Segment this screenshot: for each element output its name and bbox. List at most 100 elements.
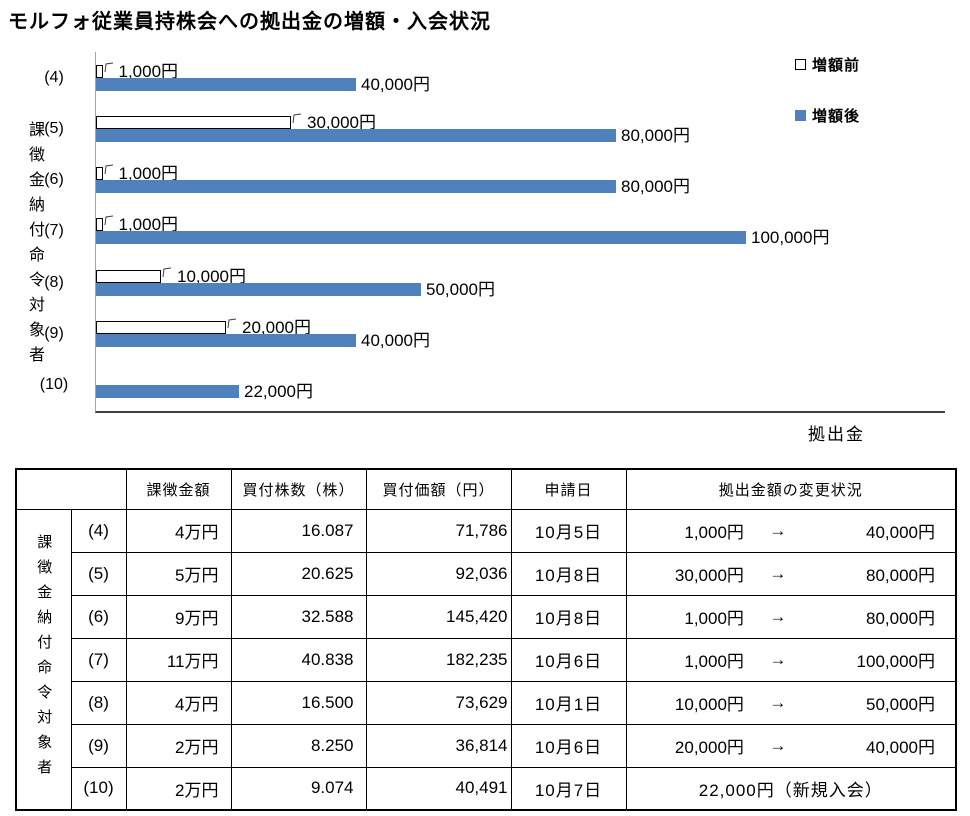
change-values: 10,000円 → 50,000円 [627,690,956,715]
bar-pair: 1,000円 100,000円 [96,215,945,246]
legend-item-after: 増額後 [795,105,860,126]
table-cell-shares: 40.838 [230,637,367,682]
change-values: 30,000円 → 80,000円 [627,561,956,586]
bar-label-before: 1,000円 [118,164,179,184]
change-after-amount: 80,000円 [866,566,935,585]
table-cell-id: (9) [70,723,127,768]
chart-category-row: (4) 1,000円 40,000円 [44,52,945,103]
arrow-right-icon: → [769,520,787,540]
bar-pair: 10,000円 50,000円 [96,266,945,299]
bar-after [96,282,421,296]
bar-before [96,218,103,232]
bar-line-after: 80,000円 [96,127,945,144]
table-cell-amount: 4万円 [125,680,232,725]
table-cell-id: (4) [70,508,127,553]
table-cell-price: 145,420 [365,594,512,639]
bar-label-before: 1,000円 [118,61,179,81]
table-cell-amount: 11万円 [125,637,232,682]
bar-before [96,64,103,78]
label-leader-line-icon [292,110,302,129]
table-cell-shares: 20.625 [230,551,367,596]
change-before-amount: 1,000円 [684,652,744,671]
table-cell-id: (6) [70,594,127,639]
chart-category-row: (10) 22,000円 [40,360,945,411]
table-row: (5) 5万円 20.625 92,036 10月8日 30,000円 → 80,000円 [16,551,957,596]
table-row: (10) 2万円 9.074 40,491 10月7日 22,000円（新規入会） [16,766,957,811]
data-table: 課徴金額 買付株数（株） 買付価額（円） 申請日 拠出金額の変更状況 課徴金納付… [15,468,957,811]
bar-label-after: 50,000円 [426,279,495,299]
legend-label-before: 増額前 [812,57,861,74]
bar-line-before: 1,000円 [96,61,945,81]
bar-before [96,115,291,129]
table-header-row: 課徴金額 買付株数（株） 買付価額（円） 申請日 拠出金額の変更状況 [15,468,957,510]
change-after-amount: 80,000円 [866,609,935,628]
bar-label-after: 40,000円 [361,74,430,94]
arrow-right-icon: → [769,692,787,712]
bar-after [96,231,746,245]
table-header-blank [15,468,127,510]
bar-label-before: 10,000円 [177,266,246,286]
change-values: 1,000円 → 40,000円 [627,518,956,543]
category-label: (6) [44,171,64,189]
bar-before [96,321,226,335]
bar-pair: 22,000円 [96,372,945,402]
table-cell-date: 10月8日 [510,594,627,639]
bar-label-before: 30,000円 [307,112,376,132]
change-before-amount: 1,000円 [684,523,744,542]
bar-line-after: 40,000円 [96,74,945,94]
table-cell-date: 10月7日 [510,766,627,811]
bar-pair: 1,000円 80,000円 [96,164,945,195]
change-before-amount: 1,000円 [684,609,744,628]
table-cell-shares: 32.588 [230,594,367,639]
change-before-amount: 30,000円 [674,566,744,585]
bar-pair: 1,000円 40,000円 [96,61,945,94]
bar-line-before [96,372,945,385]
table-header-amount: 課徴金額 [125,468,232,510]
table-cell-change: 1,000円 → 100,000円 [625,637,957,682]
chart-category-row: (8) 10,000円 50,000円 [44,257,945,308]
table-cell-date: 10月6日 [510,723,627,768]
bar-after [96,128,616,142]
row-group-label-text: 課徴金納付命令対象者 [35,534,53,785]
legend: 増額前 増額後 [795,54,860,156]
change-values: 1,000円 → 100,000円 [627,647,956,672]
legend-label-after: 増額後 [812,108,861,125]
table-cell-date: 10月6日 [510,637,627,682]
category-label: (4) [44,68,64,86]
change-before-amount: 20,000円 [674,738,744,757]
bar-label-after: 22,000円 [244,382,313,402]
table-cell-date: 10月8日 [510,551,627,596]
table-row: 課徴金納付命令対象者 (4) 4万円 16.087 71,786 10月5日 1,000円 →… [15,508,957,811]
category-label: (8) [44,273,64,291]
table-cell-price: 92,036 [365,551,512,596]
arrow-right-icon: → [769,606,787,626]
change-values: 20,000円 → 40,000円 [627,733,956,758]
table-row: (8) 4万円 16.500 73,629 10月1日 10,000円 → 50,000円 [16,680,957,725]
table-cell-shares: 16.500 [230,680,367,725]
legend-item-before: 増額前 [795,54,860,75]
arrow-right-icon: → [769,563,787,583]
table-cell-change: 22,000円（新規入会） [625,766,957,811]
table-cell-price: 40,491 [365,766,512,811]
table-cell-date: 10月1日 [510,680,627,725]
table-cell-shares: 8.250 [230,723,367,768]
bar-before [96,167,103,181]
table-cell-price: 73,629 [365,680,512,725]
table-header-date: 申請日 [510,468,627,510]
change-new-enrollment: 22,000円（新規入会） [698,780,883,800]
table-cell-change: 1,000円 → 80,000円 [625,594,957,639]
chart-title: モルフォ従業員持株会への拠出金の増額・入会状況 [8,11,491,33]
table-cell-change: 1,000円 → 40,000円 [625,508,957,553]
change-after-amount: 100,000円 [856,652,935,671]
table-header-price: 買付価額（円） [365,468,512,510]
table-cell-shares: 16.087 [230,508,367,553]
bar-line-before: 20,000円 [96,318,945,336]
bar-line-before: 10,000円 [96,266,945,286]
table-cell-date: 10月5日 [510,508,627,553]
table-cell-id: (10) [70,766,127,811]
table-header-shares: 買付株数（株） [230,468,367,510]
table-cell-amount: 5万円 [125,551,232,596]
bar-pair: 20,000円 40,000円 [96,318,945,349]
table-cell-amount: 9万円 [125,594,232,639]
table-cell-price: 182,235 [365,637,512,682]
